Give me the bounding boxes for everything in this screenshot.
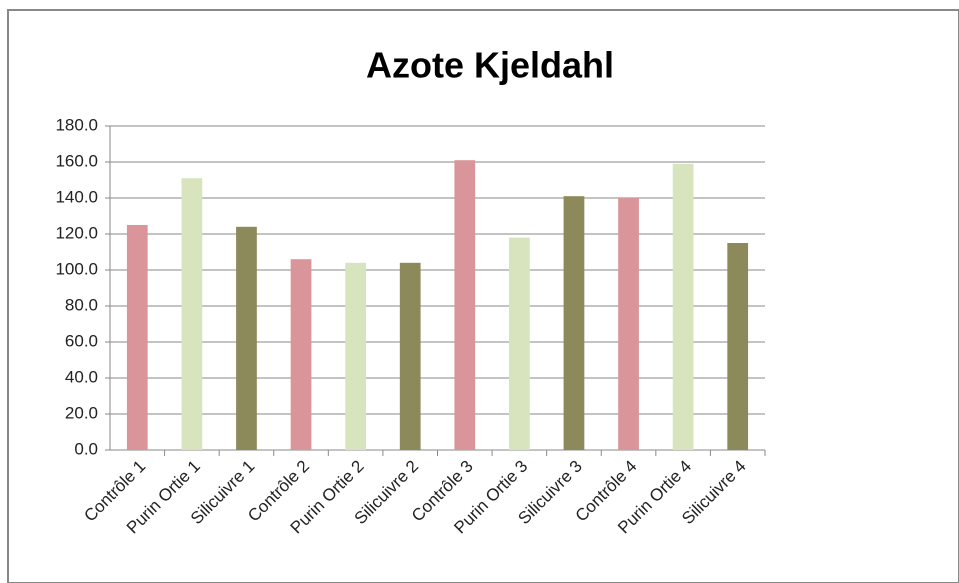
bar [126, 225, 148, 450]
bar [345, 262, 366, 450]
y-tick-label: 140.0 [55, 187, 98, 206]
bar [727, 243, 749, 450]
bar [236, 226, 257, 450]
y-tick-label: 160.0 [55, 151, 98, 170]
bar [399, 262, 421, 450]
y-tick-label: 0.0 [74, 439, 98, 458]
y-tick-label: 20.0 [65, 403, 98, 422]
y-tick-label: 120.0 [55, 223, 98, 242]
y-tick-label: 100.0 [55, 259, 98, 278]
bar [618, 198, 639, 450]
y-tick-label: 180.0 [55, 115, 98, 134]
bar [509, 237, 530, 450]
chart-frame [7, 9, 959, 583]
bar [563, 196, 585, 450]
bar [181, 178, 203, 450]
bar [454, 160, 476, 450]
y-tick-label: 60.0 [65, 331, 98, 350]
y-tick-label: 40.0 [65, 367, 98, 386]
y-tick-label: 80.0 [65, 295, 98, 314]
bar [672, 163, 694, 451]
bar [290, 259, 312, 450]
chart-title: Azote Kjeldahl [366, 45, 614, 86]
